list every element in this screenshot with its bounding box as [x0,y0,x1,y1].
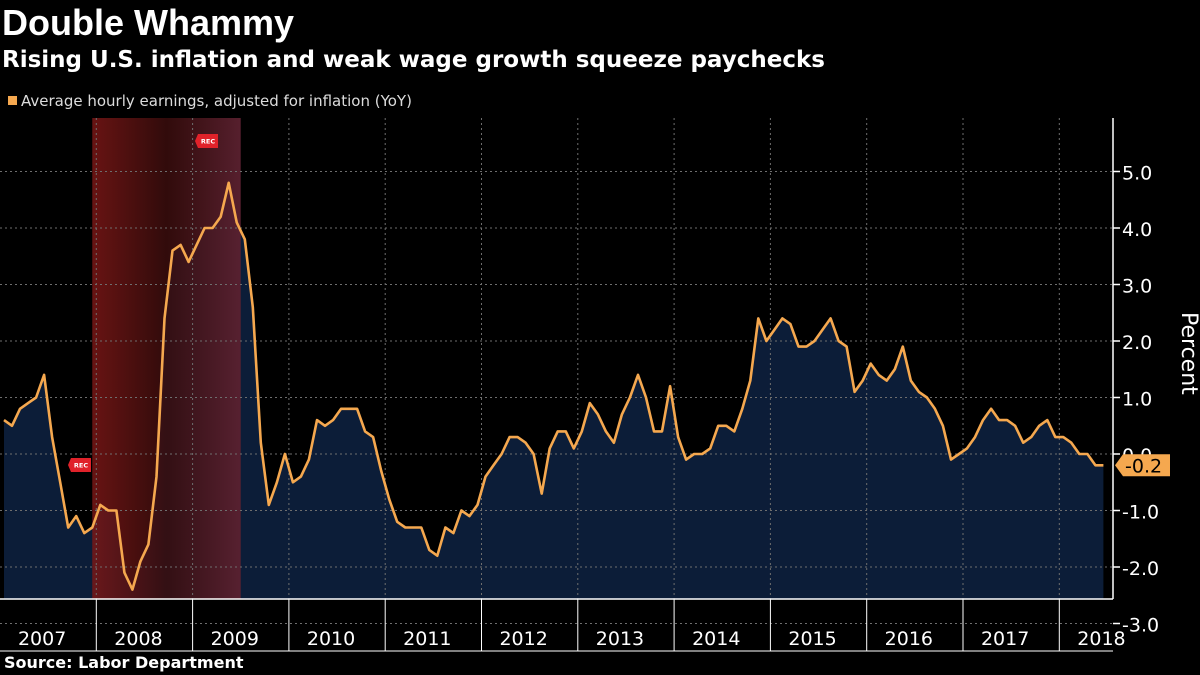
rec-marker-start-shape [68,458,91,472]
series-area [4,182,1104,600]
source-note: Source: Labor Department [4,653,244,672]
recession-band [92,118,241,599]
x-tick-label: 2013 [596,628,644,650]
rec-marker-start-label: REC [74,462,88,470]
y-tick-label: 3.0 [1122,276,1152,298]
y-tick-label: 2.0 [1122,332,1152,354]
x-tick-label: 2011 [403,628,451,650]
legend-swatch [8,96,17,105]
chart-subtitle: Rising U.S. inflation and weak wage grow… [2,47,825,73]
legend: Average hourly earnings, adjusted for in… [8,91,412,111]
rec-marker-end: REC [195,134,218,148]
rec-marker-start: REC [68,458,91,472]
x-tick-label: 2015 [788,628,836,650]
legend-label: Average hourly earnings, adjusted for in… [21,92,412,110]
x-tick-label: 2014 [692,628,740,650]
last-value-label: -0.2 [1125,455,1162,477]
x-tick-label: 2010 [307,628,355,650]
y-tick-label: 4.0 [1122,219,1152,241]
y-tick-label: -3.0 [1122,615,1159,637]
x-tick-label: 2007 [18,628,66,650]
x-tick-label: 2016 [885,628,933,650]
y-tick-label: 5.0 [1122,163,1152,185]
x-tick-label: 2018 [1077,628,1125,650]
x-tick-label: 2012 [499,628,547,650]
series-line [3,181,1104,591]
rec-marker-end-label: REC [201,138,215,146]
x-tick-label: 2017 [981,628,1029,650]
y-tick-label: -1.0 [1122,502,1159,524]
x-tick-label: 2009 [211,628,259,650]
x-tick-label: 2008 [114,628,162,650]
rec-marker-end-shape [195,134,218,148]
last-value-tag [1115,454,1170,477]
y-tick-label: -2.0 [1122,558,1159,580]
chart-title: Double Whammy [2,2,295,43]
y-tick-label: 1.0 [1122,389,1152,411]
